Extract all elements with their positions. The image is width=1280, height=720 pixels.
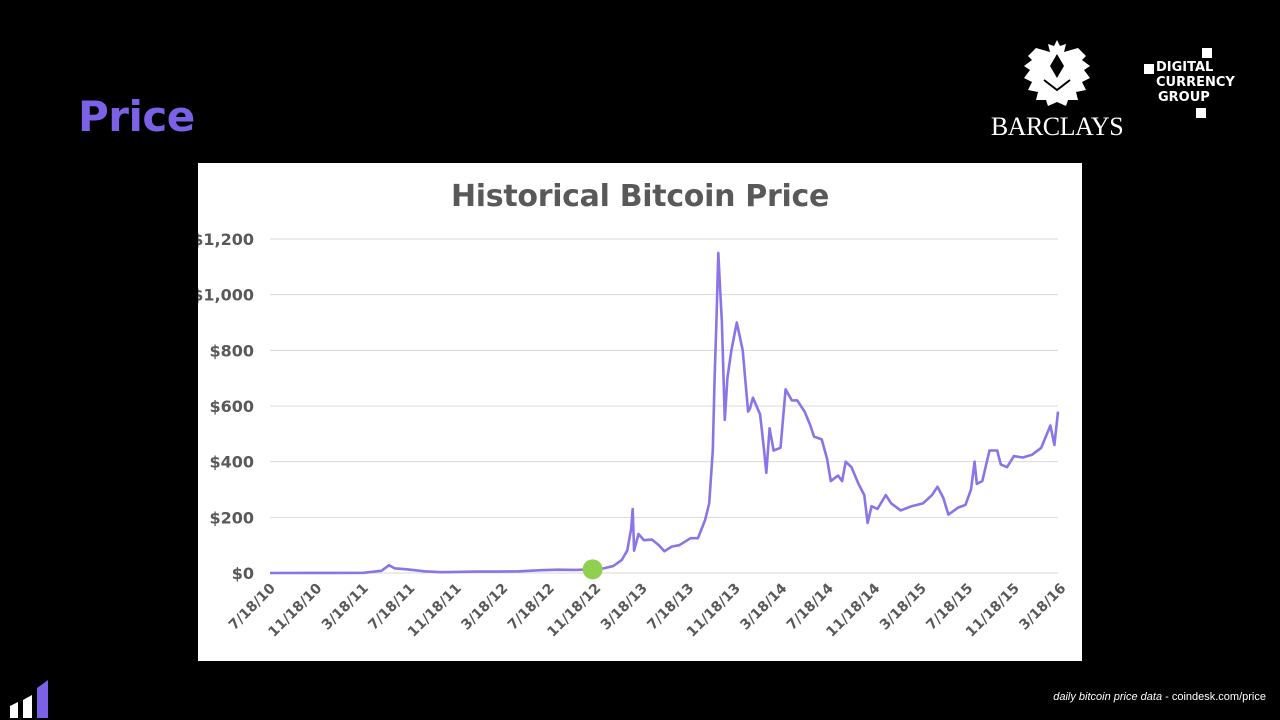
source-note-link: - coindesk.com/price <box>1162 691 1266 703</box>
bars-logo-icon <box>10 680 48 718</box>
y-tick-label: $0 <box>232 564 254 583</box>
dcg-line-2: CURRENCY <box>1156 75 1235 90</box>
chart-title: Historical Bitcoin Price <box>451 179 829 214</box>
x-tick-label: 3/18/14 <box>737 580 790 633</box>
x-tick-label: 3/18/12 <box>458 581 511 634</box>
source-note: daily bitcoin price data - coindesk.com/… <box>1053 691 1266 703</box>
y-tick-label: $200 <box>209 508 254 527</box>
highlight-marker <box>582 559 603 580</box>
dcg-line-3: GROUP <box>1158 90 1210 105</box>
y-tick-label: $1,000 <box>198 286 254 305</box>
x-tick-label: 3/18/15 <box>877 581 930 634</box>
barclays-wordmark: BARCLAYS <box>990 112 1124 141</box>
chart-canvas: $0$200$400$600$800$1,000$1,200 7/18/1011… <box>198 230 1069 640</box>
price-series-line <box>269 251 1060 575</box>
chart-panel: $0 $200 $400 $600 $800 $1,000 $1,200 7/18/10 11… <box>198 163 1082 661</box>
y-tick-label: $800 <box>209 341 254 360</box>
x-tick-label: 3/18/11 <box>319 581 372 634</box>
y-tick-label: $600 <box>209 397 254 416</box>
y-tick-label: $1,200 <box>198 230 254 249</box>
dcg-logo: DIGITAL CURRENCY GROUP <box>1140 46 1250 122</box>
x-tick-label: 3/18/13 <box>598 581 651 634</box>
dcg-squares-icon <box>1144 48 1212 118</box>
x-tick-label: 3/18/16 <box>1016 581 1069 634</box>
source-note-italic: daily bitcoin price data <box>1053 691 1163 703</box>
dcg-line-1: DIGITAL <box>1156 60 1214 75</box>
eagle-icon <box>1024 40 1090 106</box>
y-tick-label: $400 <box>209 453 254 472</box>
slide-title: Price <box>78 92 195 141</box>
barclays-logo: BARCLAYS <box>986 36 1128 146</box>
